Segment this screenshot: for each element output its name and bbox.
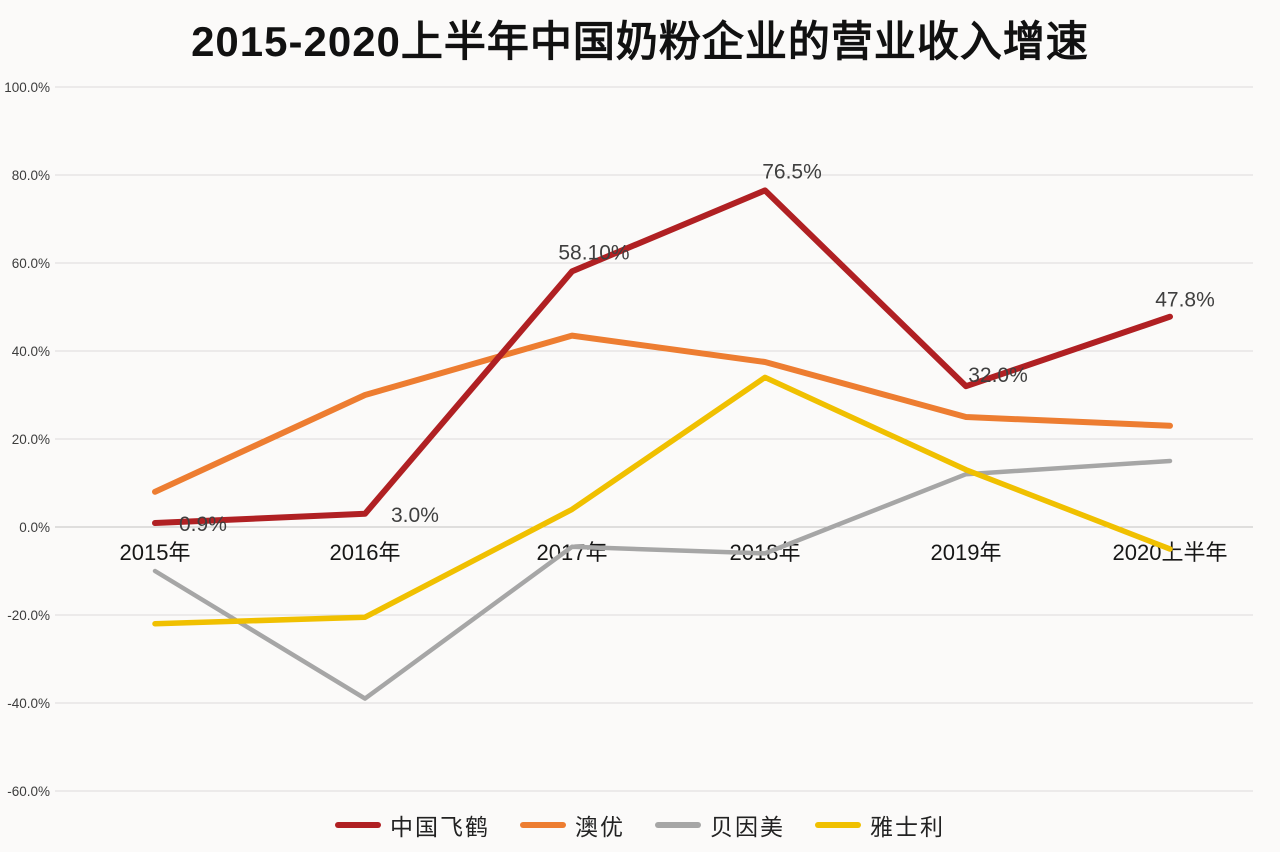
legend-label-ausnutria: 澳优 (575, 814, 625, 840)
legend-item-feihe: 中国飞鹤 (335, 808, 490, 842)
legend-label-feihe: 中国飞鹤 (390, 814, 490, 840)
y-axis-tick-label: 0.0% (19, 520, 50, 535)
legend-item-beingmate: 贝因美 (655, 808, 785, 842)
data-label-3: 58.10% (558, 241, 629, 264)
x-axis-label-6: 2020上半年 (1113, 540, 1228, 565)
y-axis-tick-label: -60.0% (7, 784, 50, 799)
x-axis-label-3: 2017年 (537, 540, 608, 565)
legend: 中国飞鹤 澳优 贝因美 雅士利 (0, 808, 1280, 842)
x-axis-label-1: 2015年 (120, 540, 191, 565)
data-label-6: 47.8% (1155, 289, 1215, 312)
beingmate-line-swatch (655, 822, 701, 828)
legend-item-ausnutria: 澳优 (520, 808, 625, 842)
data-label-5: 32.0% (968, 364, 1028, 387)
feihe-line-swatch (335, 822, 381, 828)
series-line-3 (152, 374, 1173, 627)
y-axis-tick-label: 60.0% (12, 256, 50, 271)
series-line-2 (152, 458, 1173, 701)
ausnutria-line-swatch (520, 822, 566, 828)
data-label-2: 3.0% (391, 504, 439, 527)
series-line-1 (152, 332, 1173, 495)
y-axis-tick-label: 80.0% (12, 168, 50, 183)
chart-title: 2015-2020上半年中国奶粉企业的营业收入增速 (191, 18, 1089, 65)
x-axis-label-5: 2019年 (931, 540, 1002, 565)
y-axis-tick-label: 20.0% (12, 432, 50, 447)
series-line-0 (152, 187, 1173, 526)
legend-label-yashili: 雅士利 (870, 814, 945, 840)
y-axis-tick-label: 40.0% (12, 344, 50, 359)
legend-label-beingmate: 贝因美 (710, 814, 785, 840)
y-axis-tick-label: -40.0% (7, 696, 50, 711)
y-axis-tick-label: -20.0% (7, 608, 50, 623)
yashili-line-swatch (815, 822, 861, 828)
data-label-1: 0.9% (179, 513, 227, 536)
x-axis-label-2: 2016年 (330, 540, 401, 565)
data-label-4: 76.5% (762, 160, 822, 183)
y-axis-tick-label: 100.0% (4, 80, 50, 95)
legend-item-yashili: 雅士利 (815, 808, 945, 842)
